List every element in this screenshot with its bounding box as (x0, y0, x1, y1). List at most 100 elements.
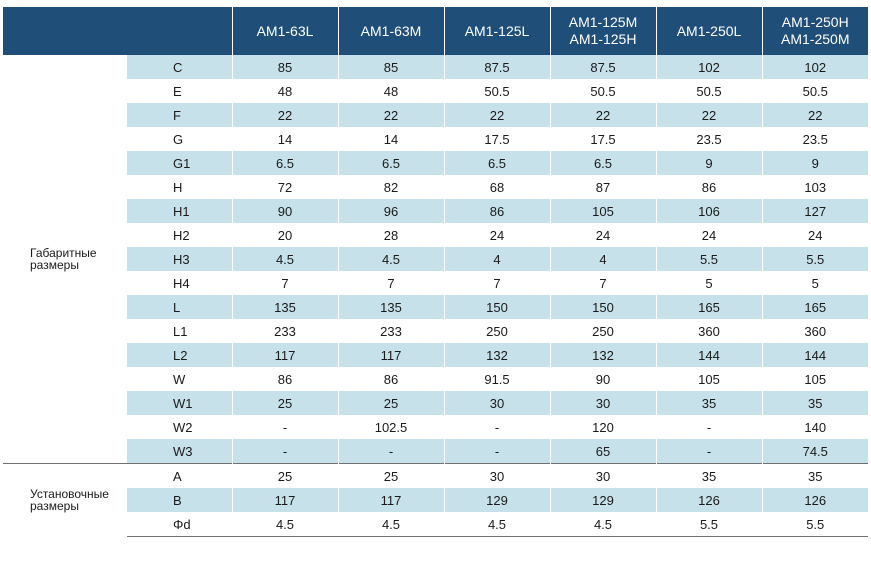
value-cell: 24 (550, 223, 657, 247)
value-cell: 4.5 (444, 512, 551, 537)
value-cell: 35 (656, 463, 763, 488)
value-cell: 85 (232, 55, 339, 79)
value-cell: 117 (232, 488, 339, 512)
param-label: A (127, 463, 233, 488)
value-cell: 117 (232, 343, 339, 367)
value-cell: 5.5 (656, 512, 763, 537)
value-cell: 9 (762, 151, 868, 175)
value-cell: 6.5 (232, 151, 339, 175)
table-body: Габаритные размеры C 85 85 87.5 87.5 102 102 E 48 4… (3, 55, 868, 537)
value-cell: - (444, 439, 551, 464)
value-cell: 50.5 (444, 79, 551, 103)
value-cell: 24 (762, 223, 868, 247)
value-cell: 144 (762, 343, 868, 367)
value-cell: 22 (762, 103, 868, 127)
value-cell: 103 (762, 175, 868, 199)
value-cell: 25 (232, 391, 339, 415)
value-cell: 50.5 (762, 79, 868, 103)
value-cell: 5.5 (762, 512, 868, 537)
value-cell: 14 (232, 127, 339, 151)
header-model: AM1-63M (338, 7, 445, 55)
param-label: Φd (127, 512, 233, 537)
param-label: L1 (127, 319, 233, 343)
value-cell: 117 (338, 488, 445, 512)
value-cell: - (338, 439, 445, 464)
table-row: L1 233 233 250 250 360 360 (3, 319, 868, 343)
value-cell: 87 (550, 175, 657, 199)
value-cell: 4.5 (550, 512, 657, 537)
param-label: H2 (127, 223, 233, 247)
value-cell: 35 (762, 463, 868, 488)
value-cell: 127 (762, 199, 868, 223)
value-cell: 22 (656, 103, 763, 127)
value-cell: 4 (550, 247, 657, 271)
value-cell: 250 (550, 319, 657, 343)
value-cell: 96 (338, 199, 445, 223)
param-label: L2 (127, 343, 233, 367)
value-cell: 5 (656, 271, 763, 295)
value-cell: 126 (762, 488, 868, 512)
value-cell: 86 (338, 367, 445, 391)
value-cell: 165 (656, 295, 763, 319)
group-label: Установочные размеры (3, 463, 127, 537)
table-row: G 14 14 17.5 17.5 23.5 23.5 (3, 127, 868, 151)
param-label: F (127, 103, 233, 127)
value-cell: 50.5 (656, 79, 763, 103)
value-cell: 132 (444, 343, 551, 367)
param-label: H1 (127, 199, 233, 223)
value-cell: 106 (656, 199, 763, 223)
value-cell: 105 (656, 367, 763, 391)
param-label: W (127, 367, 233, 391)
value-cell: 105 (762, 367, 868, 391)
value-cell: 35 (762, 391, 868, 415)
value-cell: 102.5 (338, 415, 445, 439)
value-cell: 86 (232, 367, 339, 391)
value-cell: 90 (550, 367, 657, 391)
value-cell: 4.5 (338, 512, 445, 537)
value-cell: 72 (232, 175, 339, 199)
value-cell: 7 (338, 271, 445, 295)
value-cell: 24 (656, 223, 763, 247)
group-label-line: размеры (30, 499, 79, 514)
value-cell: 87.5 (550, 55, 657, 79)
value-cell: 74.5 (762, 439, 868, 464)
value-cell: 30 (550, 463, 657, 488)
value-cell: 132 (550, 343, 657, 367)
header-model: AM1-250H AM1-250M (762, 7, 868, 55)
value-cell: 7 (550, 271, 657, 295)
param-label: H (127, 175, 233, 199)
value-cell: 5 (762, 271, 868, 295)
value-cell: 25 (338, 391, 445, 415)
value-cell: 68 (444, 175, 551, 199)
value-cell: 360 (762, 319, 868, 343)
value-cell: 50.5 (550, 79, 657, 103)
table-row: Габаритные размеры C 85 85 87.5 87.5 102 102 (3, 55, 868, 464)
value-cell: 30 (444, 463, 551, 488)
value-cell: 150 (444, 295, 551, 319)
value-cell: 4.5 (232, 512, 339, 537)
value-cell: 117 (338, 343, 445, 367)
value-cell: 6.5 (338, 151, 445, 175)
value-cell: 30 (444, 391, 551, 415)
param-label: C (127, 55, 233, 79)
table-row: F 22 22 22 22 22 22 (3, 103, 868, 127)
param-label: W3 (127, 439, 233, 464)
dimensions-table: AM1-63L AM1-63M AM1-125L AM1-125M AM1-125… (3, 7, 868, 537)
table-row: H 72 82 68 87 86 103 (3, 175, 868, 199)
value-cell: 22 (338, 103, 445, 127)
param-label: B (127, 488, 233, 512)
param-label: E (127, 79, 233, 103)
value-cell: 250 (444, 319, 551, 343)
table-row: Установочные размеры A 25 25 30 30 35 35 (3, 463, 868, 537)
value-cell: 24 (444, 223, 551, 247)
table-row: G1 6.5 6.5 6.5 6.5 9 9 (3, 151, 868, 175)
value-cell: 360 (656, 319, 763, 343)
value-cell: 135 (232, 295, 339, 319)
header-model: AM1-125M AM1-125H (550, 7, 657, 55)
table-row: W2-102.5-120-140 (3, 415, 868, 439)
value-cell: 135 (338, 295, 445, 319)
value-cell: 9 (656, 151, 763, 175)
table-header: AM1-63L AM1-63M AM1-125L AM1-125M AM1-125… (3, 7, 868, 55)
value-cell: 22 (444, 103, 551, 127)
table-row: H2 20 28 24 24 24 24 (3, 223, 868, 247)
